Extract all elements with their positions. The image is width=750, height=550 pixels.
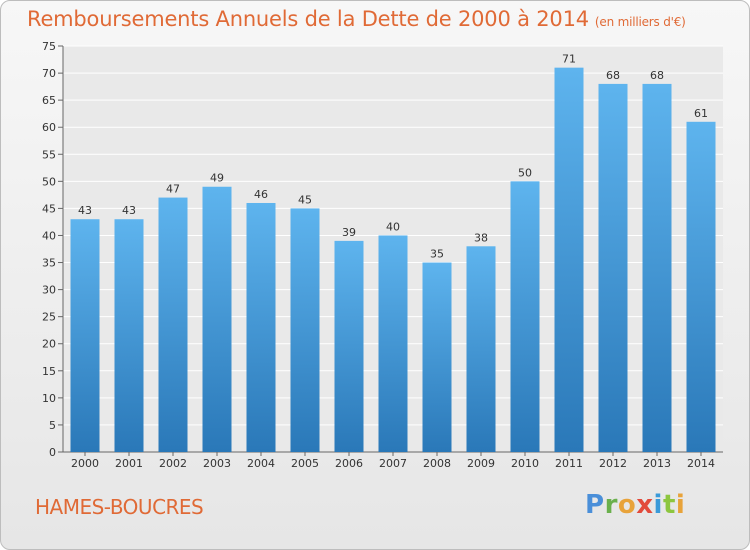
data-label: 49 — [210, 172, 224, 185]
x-tick-label: 2005 — [291, 457, 319, 470]
bar — [202, 186, 232, 452]
bar — [246, 202, 276, 452]
y-tick-label: 40 — [42, 229, 56, 242]
bar — [642, 83, 672, 452]
y-tick-label: 30 — [42, 284, 56, 297]
data-label: 68 — [606, 69, 620, 82]
bar — [158, 197, 188, 452]
x-tick-label: 2009 — [467, 457, 495, 470]
bar — [466, 246, 496, 452]
chart-title: Remboursements Annuels de la Dette de 20… — [27, 7, 686, 31]
logo-letter: i — [675, 490, 686, 520]
y-tick-label: 25 — [42, 311, 56, 324]
data-label: 46 — [254, 188, 268, 201]
data-label: 45 — [298, 193, 312, 206]
logo-letter: i — [653, 490, 663, 520]
town-name: HAMES-BOUCRES — [35, 495, 204, 519]
logo-letter: t — [662, 490, 676, 520]
data-label: 39 — [342, 226, 356, 239]
y-tick-label: 10 — [42, 392, 56, 405]
data-label: 61 — [694, 107, 708, 120]
y-tick-label: 70 — [42, 67, 56, 80]
y-tick-label: 5 — [49, 419, 56, 432]
bar — [554, 67, 584, 453]
x-tick-label: 2011 — [555, 457, 583, 470]
logo-letter: x — [636, 490, 654, 520]
y-tick-label: 15 — [42, 365, 56, 378]
logo-letter: o — [617, 490, 637, 520]
bar — [334, 240, 364, 452]
labels: 0 5 10 15 20 25 30 35 40 45 50 55 60 65 70 75 43 2000 43 20… — [42, 40, 715, 470]
y-tick-label: 65 — [42, 94, 56, 107]
bar — [378, 235, 408, 452]
x-tick-label: 2013 — [643, 457, 671, 470]
bar — [422, 262, 452, 452]
y-tick-label: 35 — [42, 257, 56, 270]
data-label: 43 — [78, 204, 92, 217]
bar — [598, 83, 628, 452]
y-tick-label: 0 — [49, 446, 56, 459]
bar — [70, 219, 100, 452]
bar — [510, 181, 540, 453]
logo-letter: r — [604, 490, 618, 520]
y-tick-label: 60 — [42, 121, 56, 134]
x-tick-label: 2012 — [599, 457, 627, 470]
chart-subtitle: (en milliers d'€) — [594, 15, 686, 29]
data-label: 43 — [122, 204, 136, 217]
bar — [686, 121, 716, 452]
data-label: 68 — [650, 69, 664, 82]
bar — [290, 208, 320, 452]
y-tick-label: 55 — [42, 148, 56, 161]
data-label: 35 — [430, 248, 444, 261]
data-label: 50 — [518, 166, 532, 179]
x-tick-label: 2000 — [71, 457, 99, 470]
logo-letter: P — [585, 490, 605, 520]
bars — [70, 67, 716, 453]
bar — [114, 219, 144, 452]
y-tick-label: 50 — [42, 175, 56, 188]
data-label: 40 — [386, 220, 400, 233]
x-tick-label: 2004 — [247, 457, 275, 470]
data-label: 71 — [562, 53, 576, 66]
x-tick-label: 2001 — [115, 457, 143, 470]
data-label: 38 — [474, 231, 488, 244]
data-label: 47 — [166, 183, 180, 196]
x-tick-label: 2010 — [511, 457, 539, 470]
x-tick-label: 2003 — [203, 457, 231, 470]
x-tick-label: 2008 — [423, 457, 451, 470]
x-tick-label: 2002 — [159, 457, 187, 470]
x-tick-label: 2007 — [379, 457, 407, 470]
chart-title-text: Remboursements Annuels de la Dette de 20… — [27, 7, 589, 31]
y-tick-label: 20 — [42, 338, 56, 351]
proxiti-logo[interactable]: Proxiti — [585, 490, 685, 520]
x-tick-label: 2006 — [335, 457, 363, 470]
y-tick-label: 45 — [42, 202, 56, 215]
y-tick-label: 75 — [42, 40, 56, 53]
x-tick-label: 2014 — [687, 457, 715, 470]
